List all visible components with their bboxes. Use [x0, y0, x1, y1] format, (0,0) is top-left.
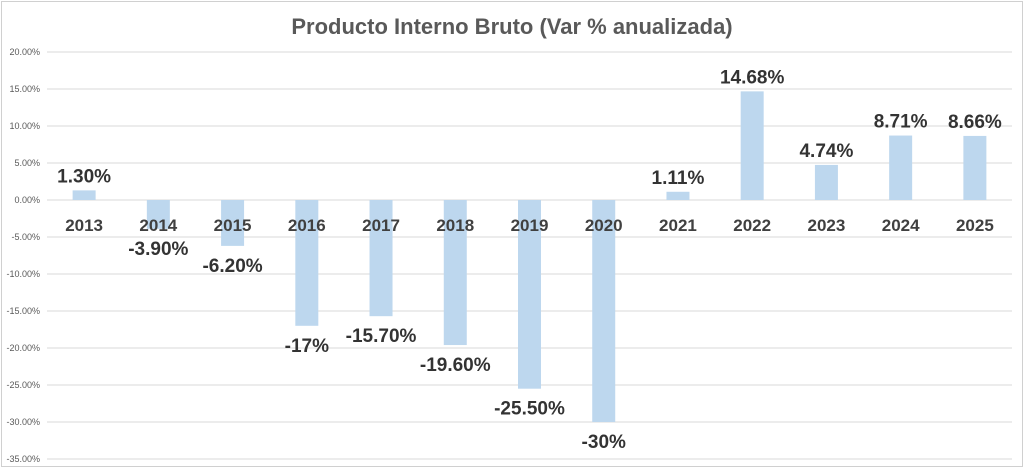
bar	[369, 200, 393, 317]
data-label: -6.20%	[202, 256, 262, 277]
y-tick-label: -5.00%	[11, 232, 40, 242]
data-label: -19.60%	[420, 355, 491, 376]
data-label: -15.70%	[346, 326, 417, 347]
x-tick-label: 2014	[139, 216, 177, 235]
x-axis-tick-labels: 2013 2014 2015 2016 2017 2018 2019 2020 2021 2022…	[65, 216, 994, 235]
data-label: 8.71%	[874, 112, 928, 133]
data-label: 4.74%	[799, 141, 853, 162]
data-label: 8.66%	[948, 112, 1002, 133]
bar	[963, 135, 987, 200]
bar	[889, 135, 913, 200]
x-tick-label: 2025	[956, 216, 994, 235]
bar	[72, 190, 96, 200]
x-tick-label: 2020	[585, 216, 623, 235]
x-tick-label: 2015	[214, 216, 252, 235]
chart-title: Producto Interno Bruto (Var % anualizada…	[291, 14, 732, 39]
data-label: -25.50%	[494, 399, 565, 420]
data-label: -17%	[285, 336, 329, 357]
x-tick-label: 2019	[511, 216, 549, 235]
bar	[740, 91, 764, 200]
x-tick-label: 2018	[436, 216, 474, 235]
data-label: 1.30%	[57, 166, 111, 187]
data-label: -3.90%	[128, 239, 188, 260]
bar	[814, 164, 838, 200]
bar	[518, 200, 541, 389]
y-tick-label: 20.00%	[9, 47, 40, 57]
data-label: 1.11%	[652, 168, 705, 189]
x-tick-label: 2016	[288, 216, 326, 235]
bars	[72, 91, 987, 422]
bar	[221, 200, 245, 246]
y-tick-label: 5.00%	[14, 158, 40, 168]
x-tick-label: 2013	[65, 216, 103, 235]
y-tick-label: -20.00%	[6, 343, 40, 353]
y-tick-label: -30.00%	[6, 417, 40, 427]
data-labels: 1.30% -3.90% -6.20% -17% -15.70%-19.60% -25.5…	[57, 67, 1002, 453]
y-tick-label: -15.00%	[6, 306, 40, 316]
y-tick-label: -25.00%	[6, 380, 40, 390]
x-tick-label: 2021	[659, 216, 697, 235]
x-tick-label: 2023	[808, 216, 846, 235]
x-tick-label: 2024	[882, 216, 920, 235]
y-tick-label: -10.00%	[6, 269, 40, 279]
y-tick-label: 0.00%	[14, 195, 40, 205]
y-tick-label: 10.00%	[9, 121, 40, 131]
bar	[592, 200, 616, 422]
x-tick-label: 2022	[733, 216, 771, 235]
x-tick-label: 2017	[362, 216, 400, 235]
bar	[146, 200, 170, 229]
y-tick-label: 15.00%	[9, 84, 40, 94]
data-label: 14.68%	[720, 67, 785, 88]
bar	[295, 200, 319, 326]
data-label: -30%	[582, 432, 626, 453]
y-tick-label: -35.00%	[6, 454, 40, 464]
y-axis-tick-labels: 20.00% 15.00% 10.00% 5.00% 0.00% -5.00% -10.00…	[6, 47, 40, 464]
bar	[666, 191, 690, 200]
bar	[443, 200, 467, 346]
